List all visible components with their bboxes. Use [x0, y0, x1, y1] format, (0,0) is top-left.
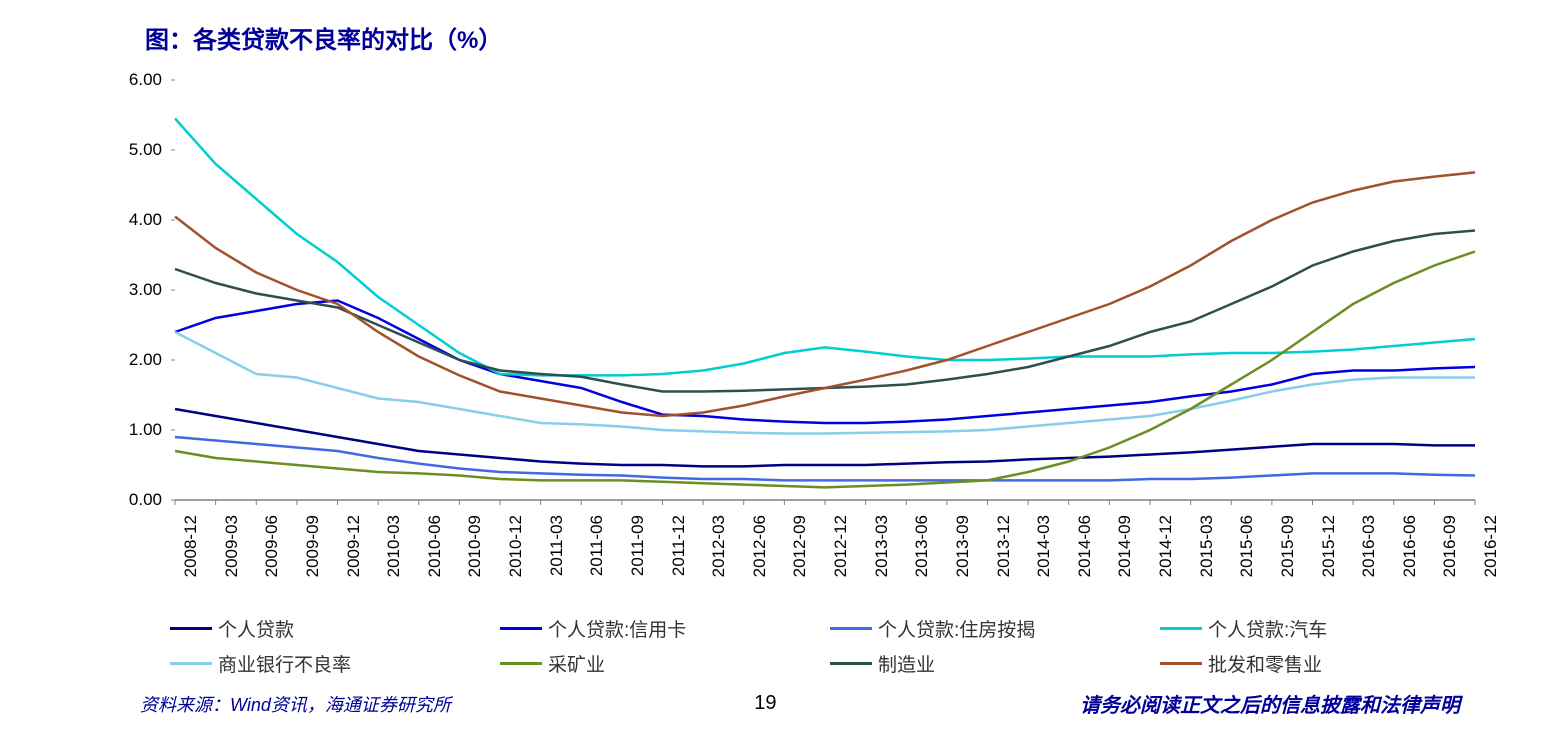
x-axis-tick-label: 2016-06	[1400, 515, 1420, 577]
x-axis-tick-label: 2015-03	[1197, 515, 1217, 577]
legend-item: 制造业	[830, 650, 1150, 677]
line-chart-svg	[170, 70, 1480, 510]
series-line	[175, 119, 1475, 376]
x-axis-tick-label: 2009-12	[344, 515, 364, 577]
y-axis-tick-label: 6.00	[129, 70, 162, 90]
x-axis-tick-label: 2012-03	[709, 515, 729, 577]
y-axis-tick-label: 2.00	[129, 350, 162, 370]
x-axis-tick-label: 2010-09	[465, 515, 485, 577]
legend-swatch	[500, 662, 542, 665]
x-axis-tick-label: 2010-03	[384, 515, 404, 577]
x-axis-tick-label: 2010-06	[425, 515, 445, 577]
legend-item: 批发和零售业	[1160, 650, 1480, 677]
x-axis-tick-label: 2014-12	[1156, 515, 1176, 577]
series-line	[175, 252, 1475, 488]
series-line	[175, 231, 1475, 392]
chart-footer: 资料来源：Wind资讯，海通证券研究所 19 请务必阅读正文之后的信息披露和法律…	[120, 689, 1480, 718]
x-axis-tick-label: 2016-09	[1440, 515, 1460, 577]
x-axis-tick-label: 2011-09	[628, 515, 648, 576]
legend-label: 个人贷款	[218, 615, 294, 642]
legend-swatch	[170, 627, 212, 630]
x-axis-tick-label: 2012-06	[750, 515, 770, 577]
legend-item: 个人贷款	[170, 615, 490, 642]
legend-swatch	[1160, 627, 1202, 630]
x-axis-tick-label: 2013-03	[872, 515, 892, 577]
legend-label: 采矿业	[548, 650, 605, 677]
x-axis-tick-label: 2009-03	[222, 515, 242, 577]
legend-swatch	[830, 662, 872, 665]
x-axis-tick-label: 2016-03	[1359, 515, 1379, 577]
legend-label: 批发和零售业	[1208, 650, 1322, 677]
x-axis-tick-label: 2012-12	[831, 515, 851, 577]
x-axis-tick-label: 2009-09	[303, 515, 323, 577]
legend-swatch	[500, 627, 542, 630]
chart-plot-area: 0.001.002.003.004.005.006.00	[170, 70, 1480, 510]
x-axis-tick-label: 2011-12	[669, 515, 689, 576]
series-line	[175, 301, 1475, 424]
series-line	[175, 172, 1475, 416]
source-text: 资料来源：Wind资讯，海通证券研究所	[140, 691, 451, 717]
legend-swatch	[1160, 662, 1202, 665]
legend-item: 采矿业	[500, 650, 820, 677]
legend-item: 个人贷款:信用卡	[500, 615, 820, 642]
y-axis-tick-label: 3.00	[129, 280, 162, 300]
legend-swatch	[170, 662, 212, 665]
x-axis-tick-label: 2016-12	[1481, 515, 1501, 577]
legend-label: 个人贷款:信用卡	[548, 615, 686, 642]
y-axis-tick-label: 1.00	[129, 420, 162, 440]
x-axis-tick-label: 2009-06	[262, 515, 282, 577]
page-number: 19	[754, 692, 776, 715]
legend-item: 个人贷款:汽车	[1160, 615, 1480, 642]
disclaimer-text: 请务必阅读正文之后的信息披露和法律声明	[1080, 689, 1460, 718]
legend-label: 个人贷款:汽车	[1208, 615, 1327, 642]
y-axis-tick-label: 5.00	[129, 140, 162, 160]
x-axis-tick-label: 2010-12	[506, 515, 526, 577]
x-axis-tick-label: 2011-03	[547, 515, 567, 576]
legend-label: 制造业	[878, 650, 935, 677]
x-axis-tick-label: 2014-09	[1115, 515, 1135, 577]
x-axis-tick-label: 2011-06	[587, 515, 607, 576]
y-axis-tick-label: 0.00	[129, 490, 162, 510]
legend-item: 个人贷款:住房按揭	[830, 615, 1150, 642]
x-axis-tick-label: 2015-09	[1278, 515, 1298, 577]
x-axis-tick-label: 2015-12	[1319, 515, 1339, 577]
legend-item: 商业银行不良率	[170, 650, 490, 677]
x-axis-tick-label: 2008-12	[181, 515, 201, 577]
x-axis-tick-label: 2012-09	[790, 515, 810, 577]
legend-label: 商业银行不良率	[218, 650, 351, 677]
legend-swatch	[830, 627, 872, 630]
y-axis-tick-label: 4.00	[129, 210, 162, 230]
x-axis-labels: 2008-12 2009-03 2009-06 2009-09 2009-12 2010-…	[170, 510, 1480, 600]
x-axis-tick-label: 2015-06	[1237, 515, 1257, 577]
x-axis-tick-label: 2014-06	[1075, 515, 1095, 577]
x-axis-tick-label: 2013-12	[994, 515, 1014, 577]
chart-legend: 个人贷款 个人贷款:信用卡 个人贷款:住房按揭 个人贷款:汽车商业银行不良率 采矿业 制造…	[170, 615, 1480, 677]
legend-label: 个人贷款:住房按揭	[878, 615, 1035, 642]
x-axis-tick-label: 2013-06	[912, 515, 932, 577]
x-axis-tick-label: 2014-03	[1034, 515, 1054, 577]
chart-title: 图：各类贷款不良率的对比（%）	[145, 20, 1480, 55]
x-axis-tick-label: 2013-09	[953, 515, 973, 577]
